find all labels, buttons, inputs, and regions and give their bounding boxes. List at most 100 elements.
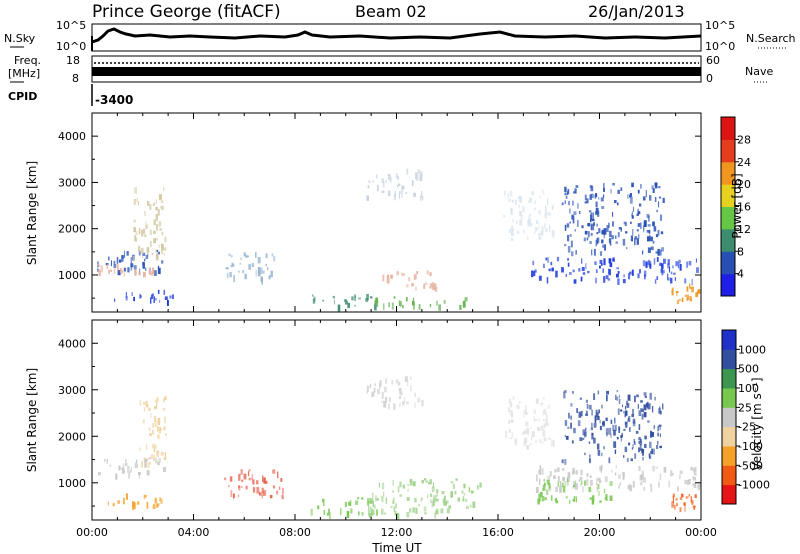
echo-pixel bbox=[150, 297, 152, 304]
echo-pixel bbox=[551, 231, 555, 238]
echo-pixel bbox=[414, 392, 416, 398]
echo-pixel bbox=[432, 501, 435, 507]
nsearch-tick-top: 10^5 bbox=[705, 19, 735, 32]
echo-pixel bbox=[377, 389, 380, 395]
echo-region bbox=[368, 478, 482, 520]
echo-pixel bbox=[406, 168, 409, 175]
echo-pixel bbox=[649, 195, 652, 201]
nave-tick-top: 60 bbox=[706, 54, 720, 67]
echo-pixel bbox=[640, 400, 643, 403]
echo-pixel bbox=[598, 478, 601, 484]
echo-pixel bbox=[676, 502, 678, 507]
echo-pixel bbox=[643, 486, 646, 491]
echo-pixel bbox=[601, 404, 603, 409]
echo-pixel bbox=[634, 453, 637, 459]
echo-pixel bbox=[591, 432, 594, 440]
echo-pixel bbox=[543, 437, 547, 442]
echo-pixel bbox=[643, 412, 647, 418]
echo-pixel bbox=[398, 396, 401, 399]
echo-pixel bbox=[540, 425, 544, 431]
cpid-label: CPID bbox=[8, 90, 37, 103]
echo-pixel bbox=[628, 442, 631, 446]
colorbar-tick-label: 24 bbox=[737, 156, 751, 169]
echo-pixel bbox=[397, 183, 401, 186]
echo-pixel bbox=[230, 490, 233, 497]
echo-pixel bbox=[415, 172, 418, 179]
echo-region bbox=[133, 187, 167, 262]
echo-pixel bbox=[251, 474, 253, 481]
echo-pixel bbox=[145, 255, 149, 260]
echo-pixel bbox=[637, 404, 639, 409]
echo-pixel bbox=[534, 269, 537, 273]
echo-pixel bbox=[598, 409, 600, 414]
echo-pixel bbox=[659, 196, 662, 199]
echo-pixel bbox=[566, 478, 569, 483]
echo-pixel bbox=[535, 487, 539, 493]
echo-pixel bbox=[507, 192, 509, 198]
echo-pixel bbox=[644, 443, 647, 448]
echo-pixel bbox=[401, 272, 403, 276]
echo-pixel bbox=[347, 302, 350, 309]
echo-pixel bbox=[615, 394, 617, 400]
echo-pixel bbox=[405, 191, 408, 194]
echo-pixel bbox=[631, 211, 633, 216]
echo-pixel bbox=[329, 512, 331, 520]
echo-pixel bbox=[675, 498, 678, 501]
echo-region bbox=[671, 283, 701, 304]
echo-pixel bbox=[433, 498, 436, 503]
echo-pixel bbox=[594, 194, 597, 199]
echo-pixel bbox=[640, 184, 642, 189]
echo-pixel bbox=[547, 475, 551, 480]
echo-pixel bbox=[632, 444, 634, 449]
echo-pixel bbox=[590, 185, 594, 192]
echo-pixel bbox=[586, 479, 589, 486]
echo-pixel bbox=[688, 479, 691, 485]
echo-pixel bbox=[538, 233, 540, 237]
echo-pixel bbox=[564, 224, 567, 231]
echo-pixel bbox=[412, 297, 415, 302]
echo-pixel bbox=[636, 213, 639, 216]
echo-pixel bbox=[257, 257, 261, 264]
echo-pixel bbox=[569, 208, 571, 214]
echo-pixel bbox=[656, 257, 659, 262]
echo-pixel bbox=[156, 396, 159, 402]
x-tick-label: 08:00 bbox=[279, 526, 311, 539]
echo-pixel bbox=[150, 454, 153, 459]
echo-pixel bbox=[394, 511, 397, 516]
echo-pixel bbox=[230, 255, 233, 258]
echo-pixel bbox=[622, 279, 626, 284]
echo-pixel bbox=[660, 214, 662, 221]
echo-pixel bbox=[613, 429, 616, 436]
echo-pixel bbox=[367, 500, 369, 506]
echo-pixel bbox=[388, 302, 390, 308]
echo-pixel bbox=[382, 274, 385, 282]
echo-pixel bbox=[154, 399, 158, 403]
colorbar-swatch bbox=[722, 330, 736, 350]
echo-pixel bbox=[627, 419, 631, 422]
echo-pixel bbox=[538, 493, 541, 498]
echo-pixel bbox=[407, 483, 410, 486]
x-axis-label: Time UT bbox=[371, 541, 422, 554]
echo-pixel bbox=[586, 237, 589, 241]
echo-pixel bbox=[518, 195, 522, 202]
echo-pixel bbox=[383, 491, 385, 497]
echo-pixel bbox=[366, 385, 369, 392]
echo-pixel bbox=[373, 387, 376, 393]
echo-pixel bbox=[561, 202, 564, 206]
echo-pixel bbox=[145, 221, 147, 224]
echo-pixel bbox=[510, 419, 514, 423]
echo-pixel bbox=[648, 234, 651, 241]
echo-pixel bbox=[421, 400, 424, 407]
y-tick-label: 3000 bbox=[58, 384, 86, 397]
echo-pixel bbox=[393, 403, 396, 410]
echo-pixel bbox=[381, 392, 384, 399]
echo-pixel bbox=[663, 269, 665, 274]
echo-pixel bbox=[430, 499, 433, 503]
echo-pixel bbox=[656, 276, 659, 280]
echo-pixel bbox=[684, 278, 687, 284]
echo-pixel bbox=[580, 410, 583, 417]
echo-pixel bbox=[113, 264, 117, 268]
echo-pixel bbox=[256, 480, 259, 485]
echo-pixel bbox=[654, 182, 658, 189]
echo-pixel bbox=[565, 496, 568, 499]
